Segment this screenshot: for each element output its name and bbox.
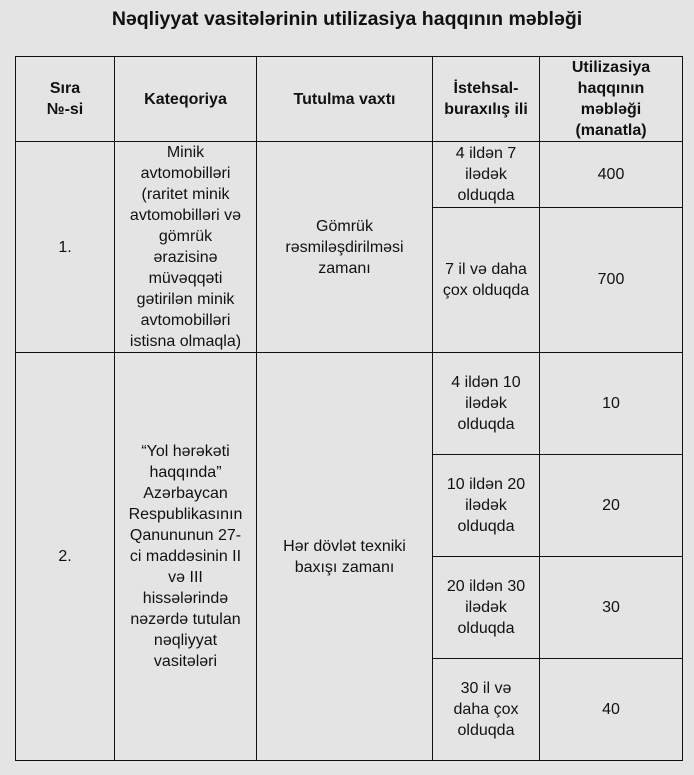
header-row: Sıra №-si Kateqoriya Tutulma vaxtı İsteh…: [15, 56, 683, 142]
row-age: 4 ildən 10 ilədək olduqda: [432, 352, 540, 455]
row-age: 20 ildən 30 ilədək olduqda: [432, 556, 540, 659]
row-category: Minik avtomobilləri (raritet minik avtom…: [114, 141, 257, 353]
row-amount: 700: [539, 206, 683, 354]
table-row: 30 il və daha çox olduqda 40: [16, 658, 683, 761]
row-timing: Gömrük rəsmiləşdirilməsi zamanı: [256, 141, 433, 353]
header-amount: Utilizasiya haqqının məbləği (manatla): [539, 56, 683, 142]
table-row: 7 il və daha çox olduqda 700: [16, 206, 683, 354]
row-amount: 10: [539, 352, 683, 455]
header-timing: Tutulma vaxtı: [256, 56, 433, 142]
header-category: Kateqoriya: [114, 56, 257, 142]
table-row: 20 ildən 30 ilədək olduqda 30: [16, 556, 683, 659]
row-amount: 20: [539, 454, 683, 557]
table-row: 10 ildən 20 ilədək olduqda 20: [16, 454, 683, 557]
row-amount: 400: [539, 141, 683, 208]
row-category: “Yol hərəkəti haqqında” Azərbaycan Respu…: [114, 352, 257, 761]
row-age: 7 il və daha çox olduqda: [432, 206, 540, 354]
row-age: 30 il və daha çox olduqda: [432, 658, 540, 761]
row-number: 1.: [15, 141, 115, 353]
document-title: Nəqliyyat vasitələrinin utilizasiya haqq…: [111, 8, 583, 30]
row-amount: 40: [539, 658, 683, 761]
fee-table: Sıra №-si Kateqoriya Tutulma vaxtı İsteh…: [15, 56, 683, 761]
row-amount: 30: [539, 556, 683, 659]
table-row: 2. “Yol hərəkəti haqqında” Azərbaycan Re…: [15, 352, 683, 761]
row-age: 10 ildən 20 ilədək olduqda: [432, 454, 540, 557]
header-number: Sıra №-si: [15, 56, 115, 142]
row-age: 4 ildən 7 ilədək olduqda: [432, 141, 540, 208]
header-production-year: İstehsal- buraxılış ili: [432, 56, 540, 142]
table-row: 1. Minik avtomobilləri (raritet minik av…: [15, 141, 683, 353]
row-timing: Hər dövlət texniki baxışı zamanı: [256, 352, 433, 761]
row-number: 2.: [15, 352, 115, 761]
